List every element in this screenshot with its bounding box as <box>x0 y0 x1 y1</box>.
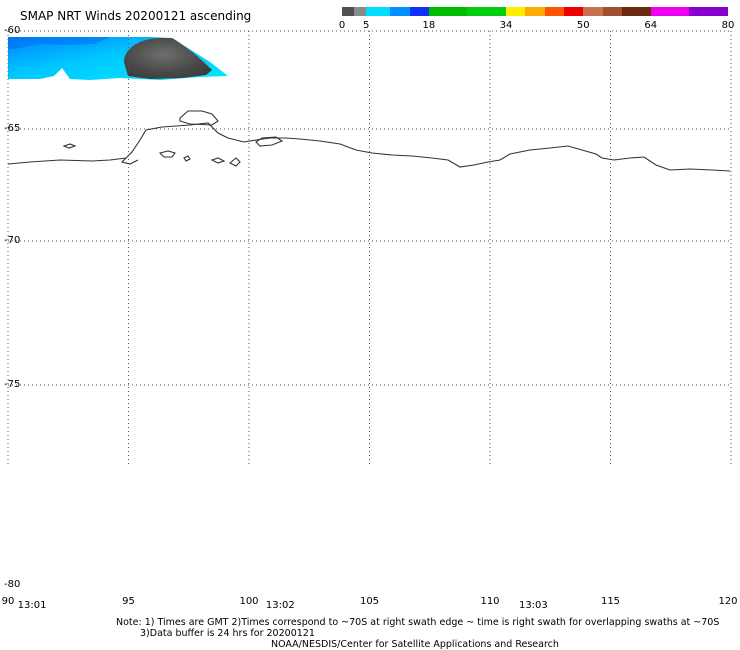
colorbar-label: 18 <box>422 20 436 31</box>
colorbar-segment <box>366 7 391 16</box>
colorbar-segment <box>428 7 468 16</box>
map-title: SMAP NRT Winds 20200121 ascending <box>20 9 252 23</box>
latitude-label: -80 <box>4 579 21 590</box>
time-label: 13:03 <box>518 600 548 611</box>
colorbar-segment <box>342 7 355 16</box>
longitude-label: 120 <box>718 596 738 607</box>
swath-dark-edge <box>8 37 110 50</box>
colorbar-label: 0 <box>338 20 346 31</box>
colorbar-label: 34 <box>499 20 513 31</box>
longitude-label: 105 <box>359 596 380 607</box>
colorbar-segment <box>650 7 690 16</box>
colorbar-segment <box>621 7 651 16</box>
latitude-label: -70 <box>4 235 21 246</box>
antarctic-coastline <box>7 110 731 172</box>
colorbar-label: 5 <box>362 20 370 31</box>
colorbar-segment <box>409 7 429 16</box>
colorbar-segment <box>602 7 622 16</box>
lat-lon-grid <box>7 30 732 465</box>
time-label: 13:02 <box>265 600 295 611</box>
time-label: 13:01 <box>17 600 47 611</box>
colorbar-segment <box>583 7 603 16</box>
colorbar-segment <box>390 7 410 16</box>
colorbar-segment <box>467 7 507 16</box>
longitude-label: 110 <box>480 596 500 607</box>
latitude-label: -65 <box>4 123 21 134</box>
colorbar-segment <box>689 7 728 16</box>
colorbar-label: 50 <box>576 20 590 31</box>
note-line-1: Note: 1) Times are GMT 2)Times correspon… <box>116 617 720 628</box>
longitude-label: 115 <box>600 596 621 607</box>
colorbar-label: 80 <box>721 20 735 31</box>
longitude-label: 100 <box>239 596 259 607</box>
note-line-3: NOAA/NESDIS/Center for Satellite Applica… <box>271 639 559 650</box>
longitude-label: 95 <box>122 596 135 607</box>
note-line-2: 3)Data buffer is 24 hrs for 20200121 <box>140 628 315 639</box>
colorbar-segment <box>525 7 545 16</box>
colorbar-segment <box>563 7 584 16</box>
colorbar-segment <box>506 7 526 16</box>
colorbar-label: 64 <box>644 20 658 31</box>
colorbar-segment <box>354 7 367 16</box>
latitude-label: -60 <box>4 25 21 36</box>
colorbar-segment <box>544 7 564 16</box>
latitude-label: -75 <box>4 379 21 390</box>
calm-wind-region <box>124 38 212 79</box>
longitude-label: 90 <box>1 596 15 607</box>
